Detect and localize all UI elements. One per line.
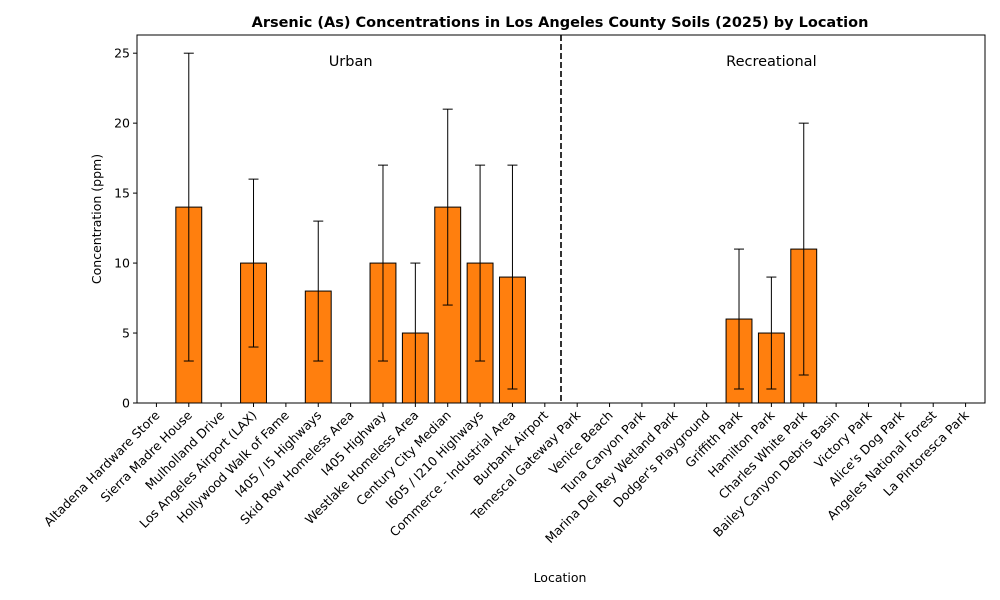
error-bar bbox=[377, 164, 388, 362]
y-tick-label: 10 bbox=[114, 256, 130, 271]
y-tick-label: 15 bbox=[114, 186, 130, 201]
error-bar bbox=[475, 164, 486, 362]
y-tick-label: 25 bbox=[114, 46, 130, 61]
error-bar bbox=[442, 108, 453, 306]
error-bar bbox=[313, 220, 324, 362]
chart-title: Arsenic (As) Concentrations in Los Angel… bbox=[252, 15, 869, 31]
y-axis-title: Concentration (ppm) bbox=[89, 154, 104, 284]
error-bar bbox=[248, 178, 259, 348]
group-labels-layer: Urban Recreational bbox=[329, 54, 817, 70]
y-tick-label: 0 bbox=[122, 396, 130, 411]
y-tick-label: 20 bbox=[114, 116, 130, 131]
error-bar bbox=[507, 164, 518, 390]
error-bar bbox=[798, 122, 809, 376]
group-label: Urban bbox=[329, 54, 373, 70]
error-bar bbox=[734, 248, 745, 390]
bars-layer bbox=[175, 206, 818, 404]
group-label: Recreational bbox=[726, 54, 816, 70]
plot-frame bbox=[136, 34, 986, 404]
error-bar bbox=[183, 52, 194, 362]
x-axis-title: Location bbox=[534, 570, 587, 585]
error-bars-layer bbox=[183, 52, 809, 404]
y-axis: 0 5 10 15 20 25 bbox=[114, 46, 137, 411]
y-tick-label: 5 bbox=[122, 326, 130, 341]
error-bar bbox=[766, 276, 777, 390]
